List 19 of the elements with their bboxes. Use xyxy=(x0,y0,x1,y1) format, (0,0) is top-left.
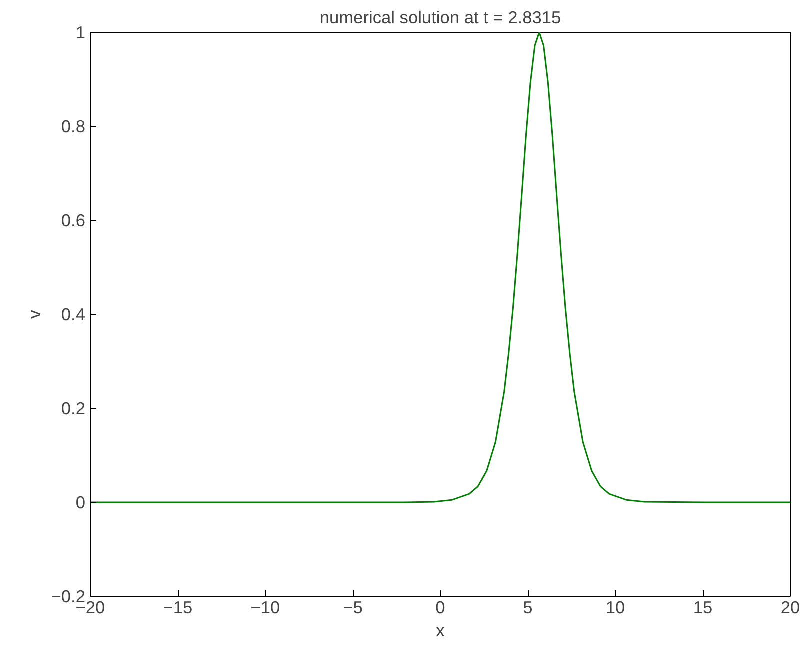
y-tick-label: 0.4 xyxy=(61,304,86,324)
y-axis-title: v xyxy=(24,310,44,319)
x-tick-label: 20 xyxy=(780,598,800,618)
y-tick-label: 0.2 xyxy=(61,398,86,418)
x-tick-label: −5 xyxy=(343,598,363,618)
chart-title: numerical solution at t = 2.8315 xyxy=(320,8,562,28)
y-tick-label: 0 xyxy=(76,492,86,512)
y-tick-label: 0.8 xyxy=(61,116,86,136)
x-tick-label: 0 xyxy=(436,598,446,618)
y-tick-label: 1 xyxy=(76,22,86,42)
x-axis-title: x xyxy=(436,620,446,640)
x-tick-label: −15 xyxy=(163,598,193,618)
y-tick-label: −0.2 xyxy=(51,586,86,606)
x-tick-label: 10 xyxy=(606,598,626,618)
x-tick-label: 5 xyxy=(523,598,533,618)
x-tick-label: −10 xyxy=(250,598,280,618)
line-series xyxy=(90,32,790,504)
y-tick-label: 0.6 xyxy=(61,210,86,230)
x-tick-label: 15 xyxy=(693,598,713,618)
